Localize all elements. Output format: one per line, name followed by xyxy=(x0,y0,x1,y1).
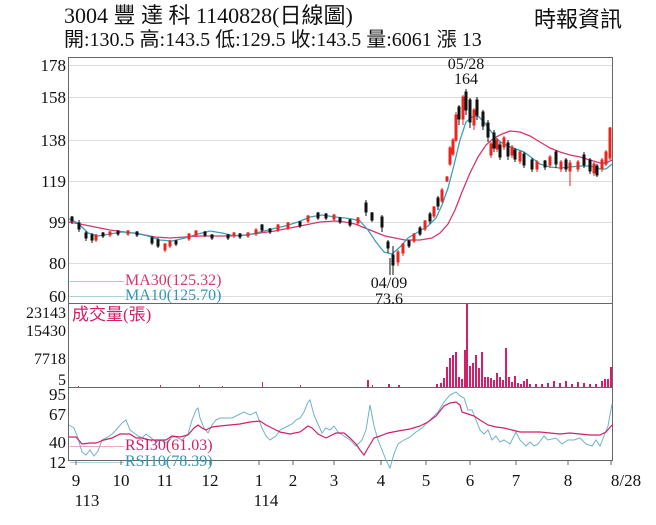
price-y-tick: 60 xyxy=(49,287,66,306)
ma30-line xyxy=(68,130,613,241)
price-y-tick: 178 xyxy=(40,56,67,75)
high-value-annotation: 164 xyxy=(454,71,478,88)
brand-label: 時報資訊 xyxy=(534,7,623,32)
x-tick-year: 113 xyxy=(74,491,100,510)
volume-title: 成交量(張) xyxy=(72,305,152,324)
rsi-y-tick: 12 xyxy=(49,453,66,472)
price-panel-frame xyxy=(68,57,613,304)
x-tick-month: 8 xyxy=(563,471,573,490)
x-axis-ticks xyxy=(75,460,612,465)
volume-y-tick: 23143 xyxy=(26,305,66,322)
price-y-tick: 158 xyxy=(40,88,67,107)
rsi10-legend: RSI10(78.39) xyxy=(125,453,213,470)
ma10-line xyxy=(68,115,613,255)
rsi-y-tick: 95 xyxy=(49,385,66,404)
x-tick-month: 10 xyxy=(112,471,130,490)
x-tick-month: 4 xyxy=(376,471,386,490)
rsi-y-tick: 40 xyxy=(49,433,66,452)
rsi10-line xyxy=(68,391,613,470)
x-tick-month: 6 xyxy=(465,471,475,490)
price-y-tick: 99 xyxy=(49,213,66,232)
volume-y-tick: 7718 xyxy=(34,351,66,368)
rsi-y-tick: 67 xyxy=(49,405,66,424)
x-tick-month: 9 xyxy=(71,471,81,490)
ma10-legend: MA10(125.70) xyxy=(125,287,222,304)
price-y-tick: 138 xyxy=(40,131,67,150)
volume-bars xyxy=(78,304,612,387)
price-y-tick: 119 xyxy=(41,172,66,191)
rsi30-line xyxy=(69,401,613,457)
volume-y-tick: 5 xyxy=(58,372,66,389)
ma30-legend: MA30(125.32) xyxy=(125,272,222,289)
high-date-annotation: 05/28 xyxy=(447,56,485,73)
x-tick-month: 7 xyxy=(511,471,521,490)
rsi30-legend: RSI30(61.03) xyxy=(125,437,213,454)
low-value-annotation: 73.6 xyxy=(375,291,403,308)
x-tick-month: 12 xyxy=(201,471,219,490)
x-tick-month: 5 xyxy=(421,471,431,490)
price-y-tick: 80 xyxy=(49,254,66,273)
candles xyxy=(70,89,612,275)
x-tick-year: 114 xyxy=(253,491,279,510)
panel-frames xyxy=(68,57,613,461)
volume-y-tick: 15430 xyxy=(26,323,66,340)
x-tick-month: 3 xyxy=(329,471,339,490)
x-tick-month: 1 xyxy=(254,471,264,490)
quote-summary: 開:130.5 高:143.5 低:129.5 收:143.5 量:6061 漲… xyxy=(64,29,482,51)
price-gridlines xyxy=(69,65,612,297)
x-tick-month: 2 xyxy=(288,471,298,490)
rsi-panel-frame xyxy=(68,387,613,461)
x-tick-last-date: 8/28 xyxy=(610,471,642,490)
chart-title: 3004 豐 達 科 1140828(日線圖) xyxy=(64,3,353,28)
low-date-annotation: 04/09 xyxy=(370,275,408,292)
x-tick-month: 11 xyxy=(156,471,174,490)
